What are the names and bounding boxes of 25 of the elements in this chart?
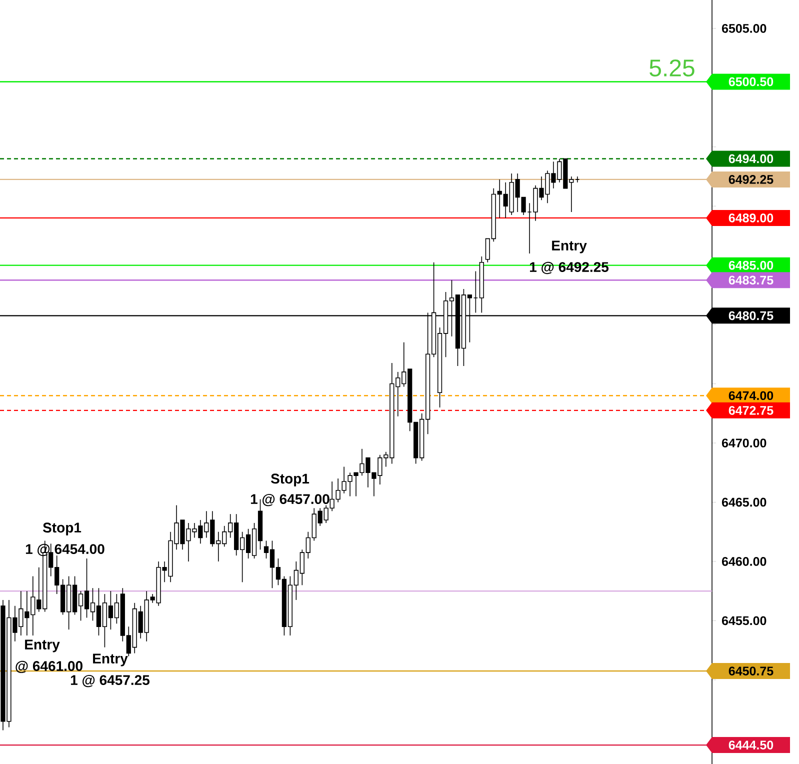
ref-line-label: 6492.25	[728, 175, 774, 184]
annotation: Entry	[93, 654, 128, 666]
ref-line-label: 6494.00	[728, 154, 774, 164]
annotation: @ 6461.00	[16, 660, 82, 674]
ref-line-label: 6489.00	[728, 214, 774, 222]
ref-line-label: 6480.75	[728, 311, 774, 320]
annotation: 1 @ 6457.00	[250, 494, 330, 506]
ref-line-label: 6474.00	[728, 391, 774, 400]
y-tick-label: 6465.00	[722, 498, 766, 507]
annotation: 1 @ 6457.25	[70, 674, 150, 688]
y-tick-label: 6505.00	[722, 24, 766, 33]
ref-line-label: 6485.00	[728, 260, 774, 270]
ref-line-label: 6472.75	[728, 406, 774, 415]
y-tick-label: 6455.00	[722, 616, 766, 626]
ref-line-label: 6450.75	[728, 666, 774, 676]
ref-line-label: 6444.50	[728, 740, 774, 750]
annotation: Stop1	[42, 522, 82, 536]
annotation: Stop1	[270, 474, 310, 486]
annotation: Entry	[25, 640, 60, 652]
ref-line-label: 6483.75	[728, 276, 774, 285]
y-tick-label: 6460.00	[722, 557, 766, 566]
annotation: 5.25	[650, 59, 694, 76]
ref-line-label: 6500.50	[728, 77, 774, 86]
annotation: Entry	[552, 240, 587, 254]
y-tick-label: 6470.00	[722, 438, 766, 448]
